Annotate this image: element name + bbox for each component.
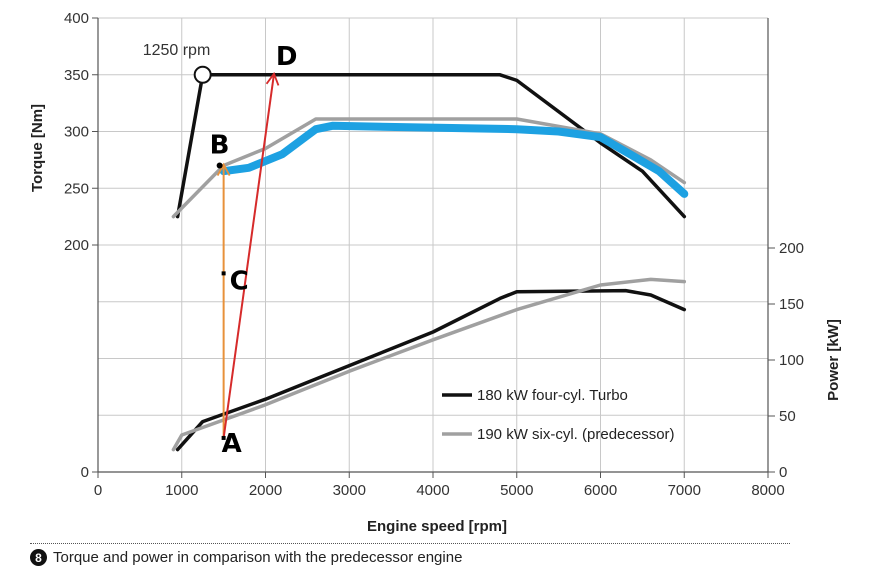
point-b-mark — [216, 162, 223, 169]
x-tick-label: 8000 — [751, 482, 784, 499]
x-tick-label: 2000 — [249, 482, 282, 499]
x-tick-label: 6000 — [584, 482, 617, 499]
figure-caption: 8 Torque and power in comparison with th… — [30, 549, 462, 566]
x-tick-label: 3000 — [333, 482, 366, 499]
predecessor-torque-line — [171, 117, 687, 219]
ticks: 0 1000 2000 3000 4000 5000 6000 7000 80000200250… — [64, 10, 804, 499]
point-a-mark — [221, 435, 226, 440]
legend-label: 180 kW four-cyl. Turbo — [477, 387, 628, 404]
x-tick-label: 5000 — [500, 482, 533, 499]
point-c-mark — [221, 271, 226, 276]
y-tick-label-left: 200 — [64, 237, 89, 254]
grid — [98, 17, 769, 472]
turbo-power-line — [175, 288, 687, 452]
caption-text: Torque and power in comparison with the … — [53, 549, 463, 566]
y-tick-label-right: 0 — [779, 464, 787, 481]
point-c-label: C — [230, 266, 249, 296]
point-a-label: A — [222, 429, 242, 459]
y-tick-label-left: 0 — [81, 464, 89, 481]
legend: 180 kW four-cyl. Turbo 190 kW six-cyl. (p… — [442, 387, 675, 443]
caption-divider — [30, 543, 790, 544]
y-axis-title-left: Torque [Nm] — [29, 104, 46, 192]
y-tick-label-right: 100 — [779, 352, 804, 369]
x-tick-label: 7000 — [668, 482, 701, 499]
annotations: 1250 rpm A B C D — [143, 42, 298, 459]
x-axis-title: Engine speed [rpm] — [367, 518, 507, 535]
y-tick-label-left: 300 — [64, 124, 89, 141]
caption-number-badge: 8 — [30, 549, 47, 566]
y-tick-label-right: 200 — [779, 240, 804, 257]
predecessor-power-line — [171, 277, 687, 452]
y-tick-label-left: 400 — [64, 10, 89, 27]
y-tick-label-left: 350 — [64, 67, 89, 84]
y-tick-label-right: 150 — [779, 296, 804, 313]
arrow-a-to-d — [222, 71, 280, 439]
legend-label: 190 kW six-cyl. (predecessor) — [477, 426, 675, 443]
x-tick-label: 4000 — [416, 482, 449, 499]
y-tick-label-right: 50 — [779, 408, 796, 425]
x-tick-label: 1000 — [165, 482, 198, 499]
highlight-torque-line — [219, 121, 689, 198]
y-axis-title-right: Power [kW] — [825, 319, 842, 401]
point-d-label: D — [276, 42, 298, 72]
x-tick-label: 0 — [94, 482, 102, 499]
rpm-marker-label: 1250 rpm — [143, 42, 211, 59]
y-tick-label-left: 250 — [64, 180, 89, 197]
point-b-label: B — [210, 131, 230, 161]
rpm-marker-circle — [193, 65, 212, 84]
